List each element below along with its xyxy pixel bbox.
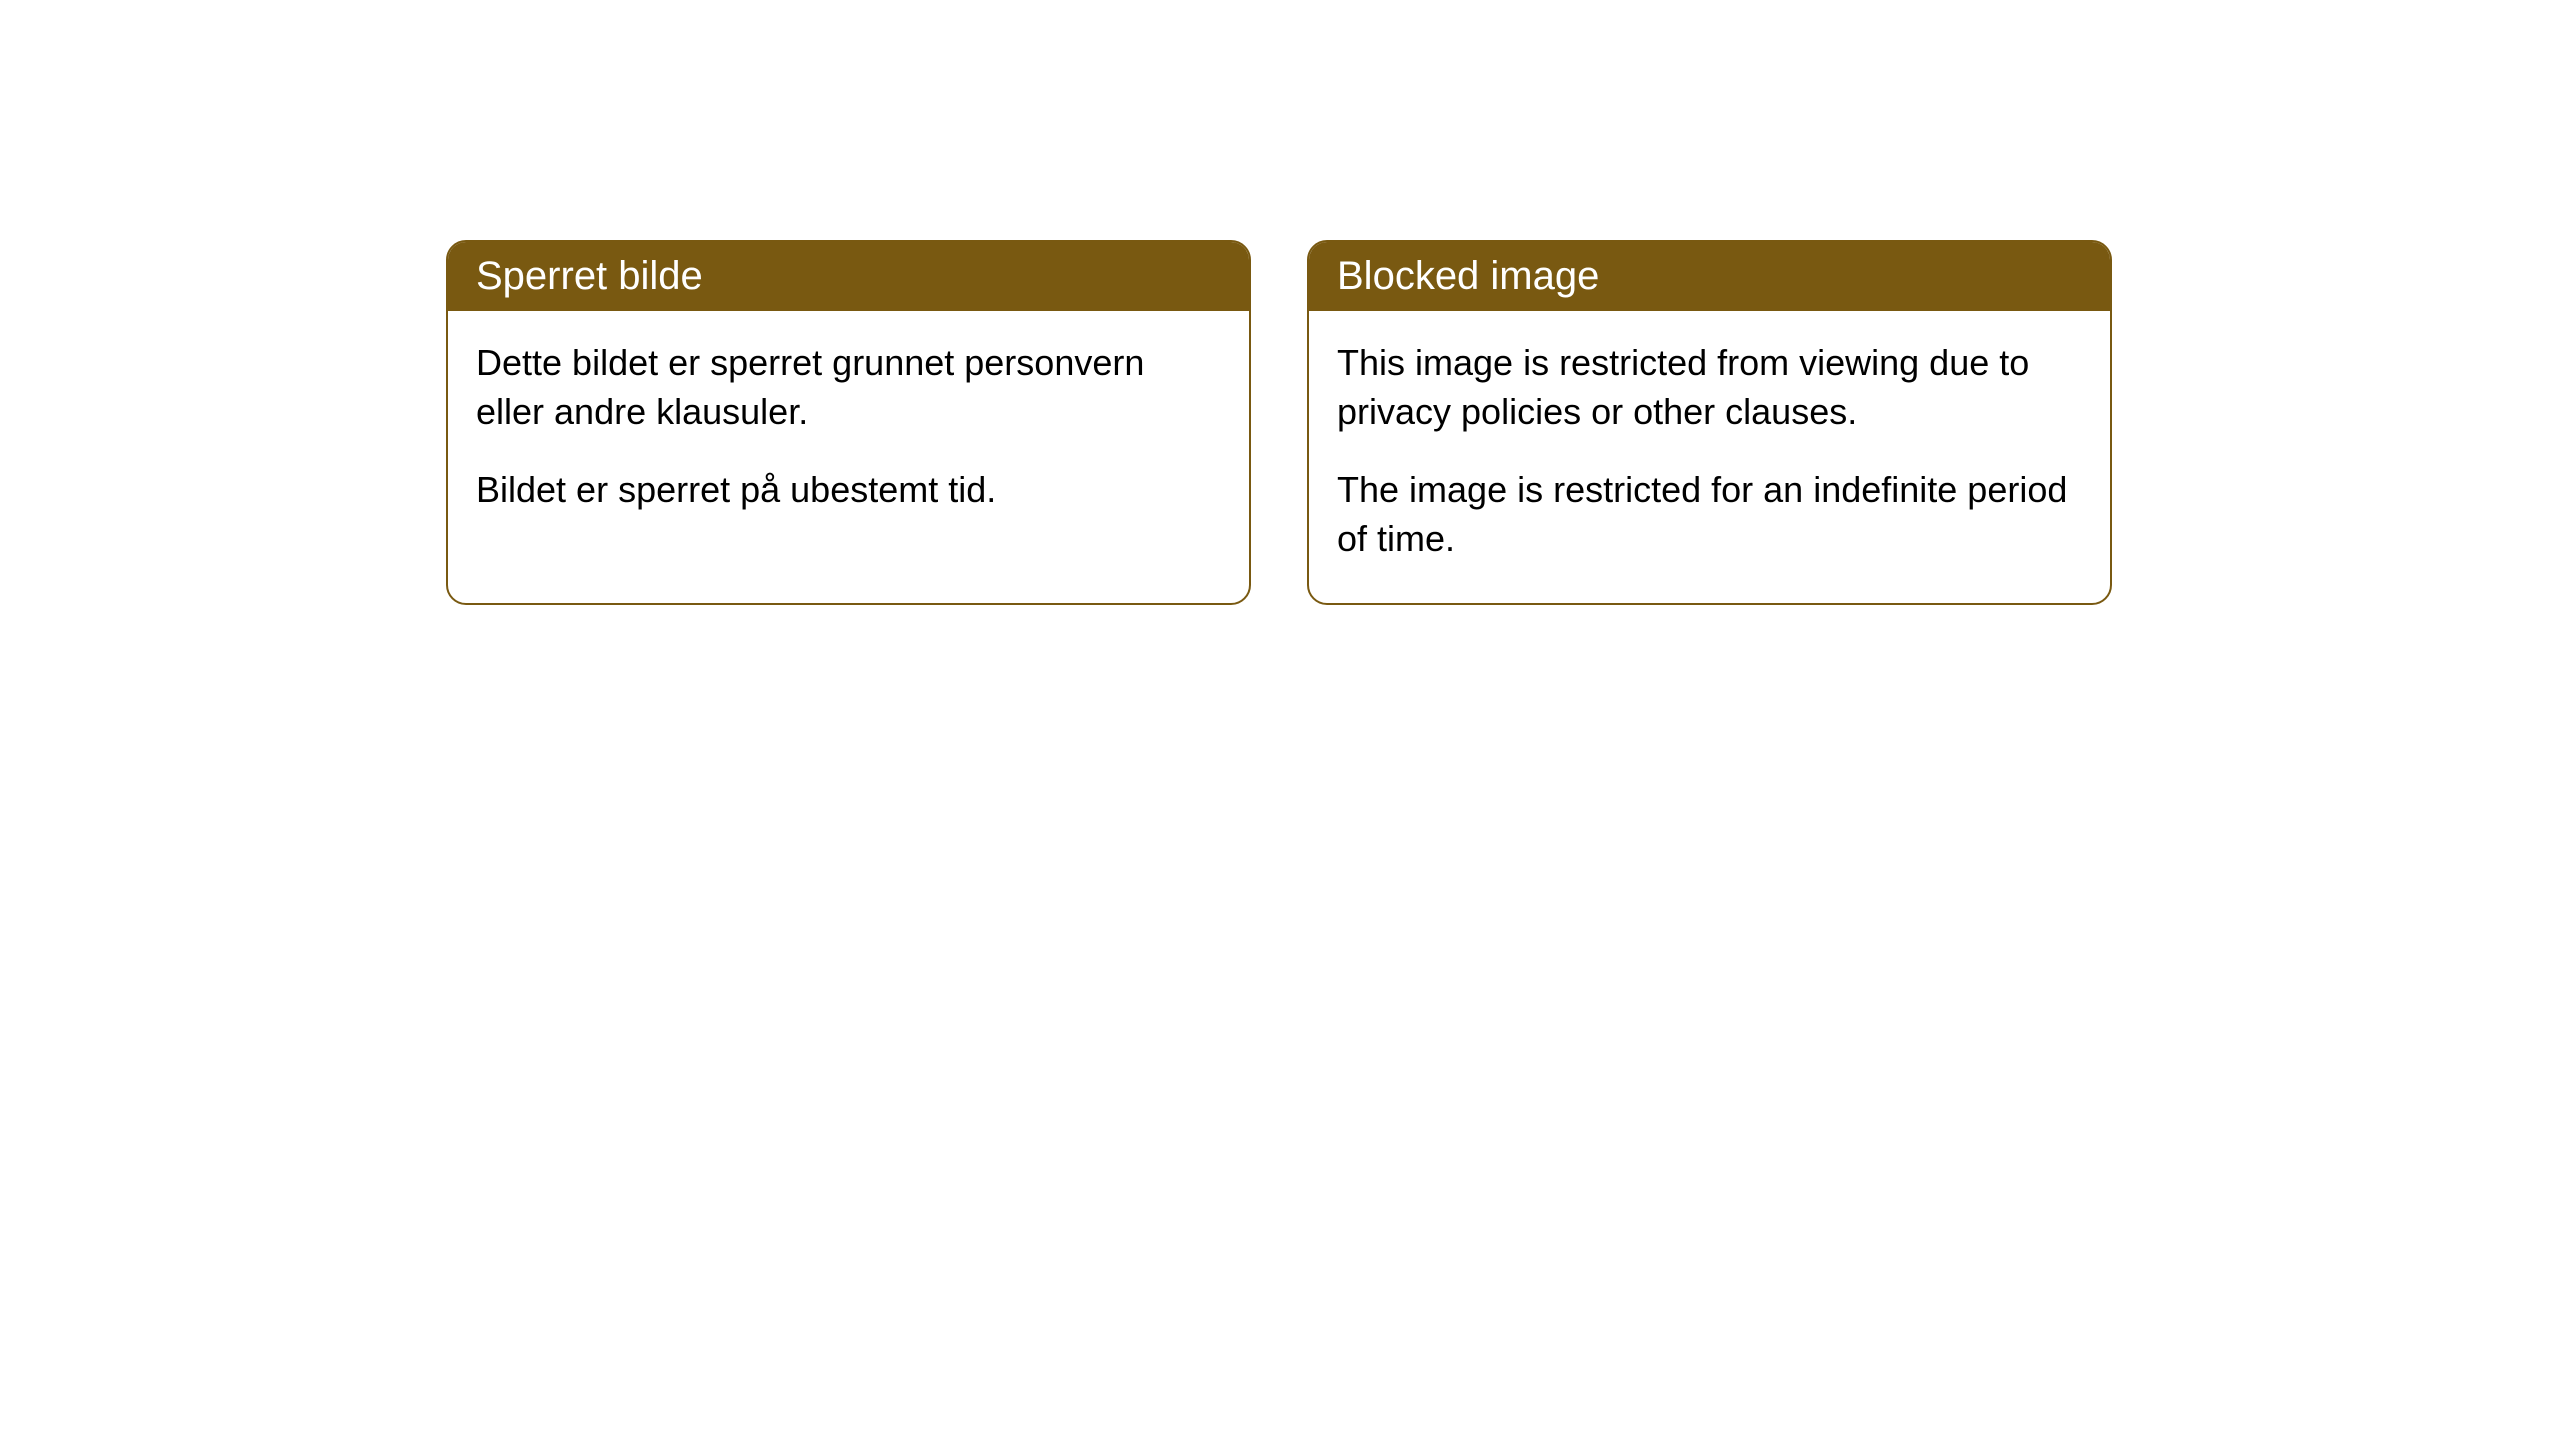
card-header-norwegian: Sperret bilde — [448, 242, 1249, 311]
card-message-1: Dette bildet er sperret grunnet personve… — [476, 339, 1221, 436]
card-message-2: The image is restricted for an indefinit… — [1337, 466, 2082, 563]
blocked-image-card-norwegian: Sperret bilde Dette bildet er sperret gr… — [446, 240, 1251, 605]
card-message-1: This image is restricted from viewing du… — [1337, 339, 2082, 436]
cards-container: Sperret bilde Dette bildet er sperret gr… — [0, 0, 2560, 605]
blocked-image-card-english: Blocked image This image is restricted f… — [1307, 240, 2112, 605]
card-title: Blocked image — [1337, 254, 1599, 298]
card-body-english: This image is restricted from viewing du… — [1309, 311, 2110, 603]
card-title: Sperret bilde — [476, 254, 703, 298]
card-header-english: Blocked image — [1309, 242, 2110, 311]
card-body-norwegian: Dette bildet er sperret grunnet personve… — [448, 311, 1249, 555]
card-message-2: Bildet er sperret på ubestemt tid. — [476, 466, 1221, 515]
